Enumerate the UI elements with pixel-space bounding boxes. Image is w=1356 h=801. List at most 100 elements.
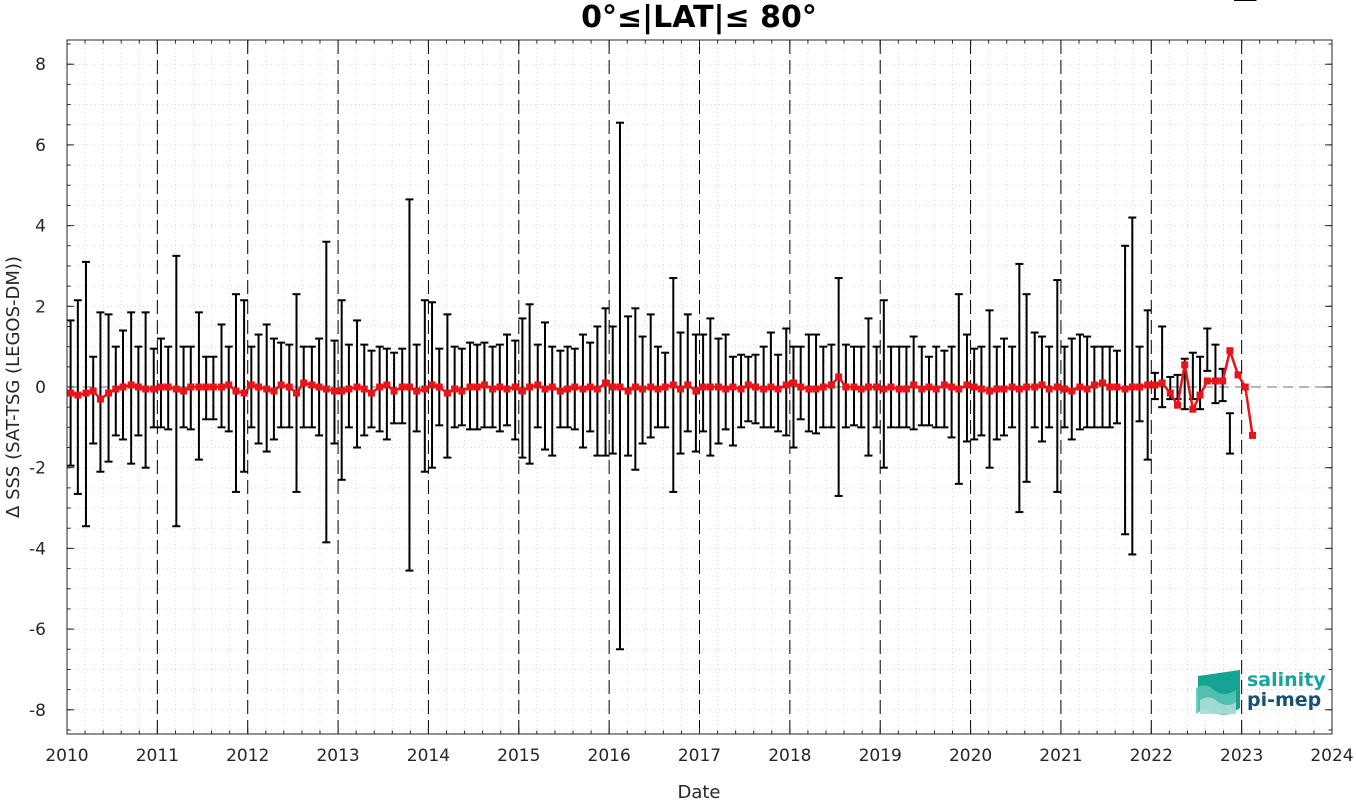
mean-marker [112, 385, 120, 393]
mean-marker [737, 385, 745, 393]
mean-marker [669, 381, 677, 389]
mean-marker [887, 383, 895, 391]
mean-marker [1083, 385, 1091, 393]
mean-marker [639, 385, 647, 393]
mean-marker [940, 381, 948, 389]
mean-marker [564, 385, 572, 393]
mean-marker [661, 383, 669, 391]
mean-marker [864, 383, 872, 391]
mean-marker [925, 383, 933, 391]
mean-marker [202, 383, 210, 391]
x-tick-label: 2020 [949, 746, 992, 766]
y-tick-label: 8 [35, 55, 46, 75]
mean-marker [586, 383, 594, 391]
mean-marker [405, 383, 413, 391]
mean-marker [293, 389, 301, 397]
mean-marker [782, 381, 790, 389]
mean-marker [473, 383, 481, 391]
y-tick-label: -8 [29, 701, 46, 721]
mean-marker [1128, 383, 1136, 391]
mean-marker [880, 385, 888, 393]
x-tick-label: 2015 [497, 746, 540, 766]
mean-marker [330, 387, 338, 395]
mean-marker [842, 383, 850, 391]
mean-marker [503, 385, 511, 393]
mean-marker [338, 387, 346, 395]
mean-marker [1106, 383, 1114, 391]
y-tick-label: 0 [35, 378, 46, 398]
mean-marker [255, 383, 263, 391]
mean-marker [360, 385, 368, 393]
mean-marker [932, 385, 940, 393]
y-tick-label: -4 [29, 539, 46, 559]
mean-marker [752, 383, 760, 391]
mean-marker [489, 385, 497, 393]
mean-marker [1053, 383, 1061, 391]
mean-marker [150, 385, 158, 393]
x-axis-ticks: 2010 2011 2012 2013 2014 2015 2016 2017 2018 2019… [45, 40, 1354, 766]
mean-marker [902, 385, 910, 393]
mean-marker [970, 383, 978, 391]
mean-marker [805, 385, 813, 393]
mean-marker [1136, 383, 1144, 391]
mean-marker [195, 383, 203, 391]
mean-marker [96, 395, 104, 403]
mean-marker [225, 381, 233, 389]
x-tick-label: 2013 [316, 746, 359, 766]
mean-marker [819, 383, 827, 391]
mean-marker [1226, 347, 1234, 355]
mean-marker [684, 381, 692, 389]
mean-marker [1061, 385, 1069, 393]
mean-marker [435, 383, 443, 391]
mean-marker [850, 383, 858, 391]
x-tick-label: 2012 [226, 746, 269, 766]
x-tick-label: 2017 [678, 746, 721, 766]
x-tick-label: 2019 [859, 746, 902, 766]
mean-marker [368, 389, 376, 397]
mean-marker [593, 385, 601, 393]
mean-marker [413, 387, 421, 395]
mean-marker [1151, 381, 1159, 389]
mean-marker [977, 385, 985, 393]
x-tick-label: 2023 [1220, 746, 1263, 766]
mean-marker [827, 381, 835, 389]
mean-marker [496, 383, 504, 391]
mean-marker [277, 381, 285, 389]
mean-marker [797, 383, 805, 391]
mean-marker [986, 387, 994, 395]
mean-marker [511, 383, 519, 391]
mean-marker [466, 383, 474, 391]
mean-marker [609, 383, 617, 391]
mean-marker [812, 385, 820, 393]
chart-title: 0°≤|LAT|≤ 80° [581, 0, 817, 35]
mean-marker [857, 385, 865, 393]
mean-marker [376, 383, 384, 391]
mean-marker [556, 387, 564, 395]
x-tick-label: 2021 [1039, 746, 1082, 766]
mean-marker [480, 381, 488, 389]
mean-marker [647, 383, 655, 391]
mean-marker [142, 385, 150, 393]
mean-marker [534, 381, 542, 389]
mean-marker [706, 383, 714, 391]
mean-marker [345, 385, 353, 393]
mean-marker [1076, 383, 1084, 391]
mean-marker [579, 385, 587, 393]
mean-marker [895, 385, 903, 393]
mean-marker [315, 383, 323, 391]
mean-marker [1241, 383, 1249, 391]
y-tick-label: -2 [29, 459, 46, 479]
mean-marker [1181, 361, 1189, 369]
mean-marker [285, 383, 293, 391]
x-tick-label: 2010 [45, 746, 88, 766]
mean-marker [218, 383, 226, 391]
logo-text-salinity: salinity [1247, 669, 1326, 691]
mean-marker [308, 381, 316, 389]
mean-marker [353, 383, 361, 391]
mean-marker [164, 383, 172, 391]
mean-marker [1113, 383, 1121, 391]
mean-marker [1090, 381, 1098, 389]
mean-marker [67, 389, 75, 397]
mean-marker [187, 383, 195, 391]
